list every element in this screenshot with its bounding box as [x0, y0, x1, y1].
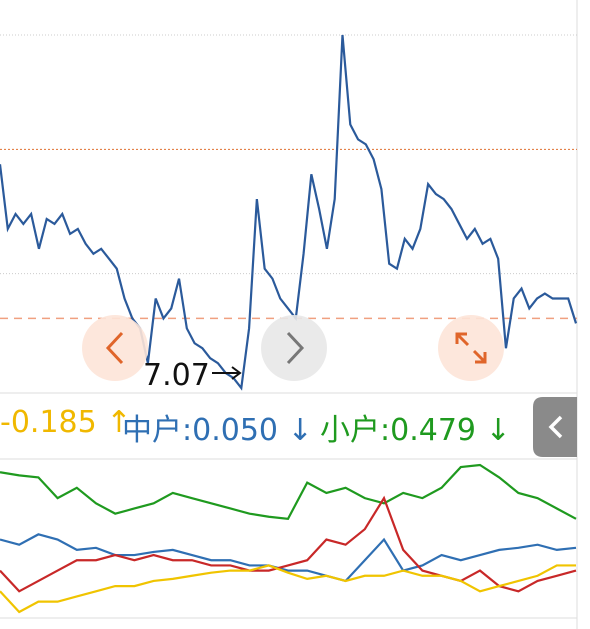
expand-icon — [455, 332, 487, 364]
min-arrow — [212, 366, 242, 380]
min-label: 7.07 — [143, 358, 210, 393]
price-line — [0, 34, 578, 391]
legend-item: -0.185 ↑ — [0, 405, 132, 440]
legend-item: 中户:0.050 ↓ — [122, 413, 313, 448]
next-icon — [286, 331, 305, 365]
prev-icon — [105, 331, 124, 365]
flow-line — [0, 533, 577, 583]
next-button[interactable] — [261, 315, 327, 381]
expand-button[interactable] — [438, 315, 504, 381]
side-tab[interactable] — [533, 397, 577, 457]
flow-line — [0, 463, 577, 521]
flow-line — [0, 495, 577, 593]
flow-line — [0, 564, 576, 614]
side-tab-icon — [548, 415, 563, 439]
prev-button[interactable] — [82, 315, 148, 381]
legend-item: 小户:0.479 ↓ — [320, 413, 511, 448]
